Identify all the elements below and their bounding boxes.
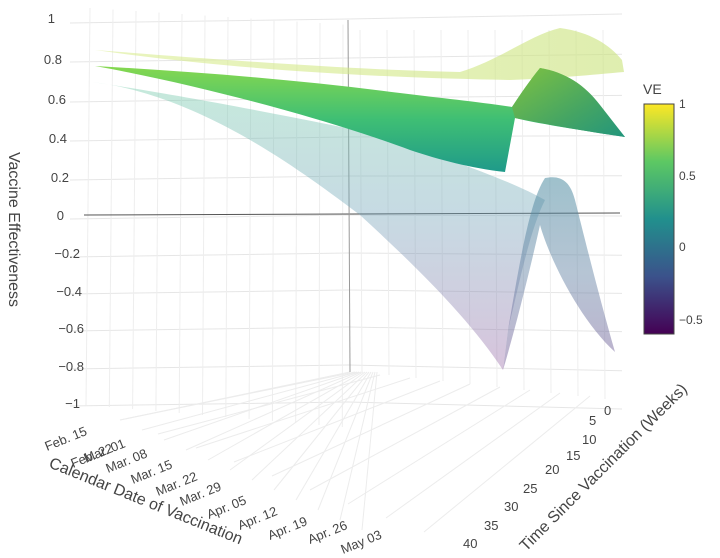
- z-axis-ticks: 1 0.8 0.6 0.4 0.2 0 −0.2 −0.4 −0.6 −0.8 …: [44, 11, 84, 411]
- colorbar: VE 1 0.5 0 −0.5: [643, 81, 703, 335]
- grid-line: [318, 22, 321, 426]
- z-tick: −0.8: [58, 359, 84, 374]
- grid-line: [233, 380, 441, 463]
- z-tick: −0.4: [56, 284, 82, 299]
- grid-line: [69, 401, 349, 407]
- z-tick: 0.2: [51, 170, 69, 185]
- colorbar-tick: 0.5: [679, 169, 696, 183]
- estimate-surface-side: [512, 68, 625, 137]
- grid-line: [195, 377, 411, 449]
- grid-line: [361, 371, 378, 531]
- grid-line: [85, 7, 91, 406]
- grid-line: [309, 386, 501, 491]
- y-axis-ticks: 0 5 10 15 20 25 30 35 40: [463, 403, 611, 551]
- grid-line: [317, 371, 374, 511]
- grid-line: [69, 214, 349, 220]
- z-tick: −0.6: [58, 321, 84, 336]
- colorbar-scale: [643, 103, 675, 335]
- y-tick: 40: [463, 536, 477, 551]
- z-tick: 1: [48, 11, 55, 26]
- grid-line: [108, 9, 114, 408]
- grid-line: [251, 371, 368, 481]
- z-tick: 0.6: [48, 92, 66, 107]
- surface-upper-bound: [95, 28, 624, 80]
- y-tick: 5: [589, 413, 596, 428]
- grid-line: [185, 371, 362, 451]
- z-tick: 0.8: [44, 52, 62, 67]
- grid-line: [602, 29, 606, 400]
- estimate-surface-top: [95, 66, 625, 172]
- colorbar-tick: −0.5: [679, 313, 703, 327]
- grid-line: [271, 383, 471, 477]
- x-tick: Feb. 15: [43, 423, 90, 453]
- y-tick: 15: [566, 448, 580, 463]
- grid-line: [69, 18, 349, 24]
- grid-line: [339, 371, 376, 521]
- y-tick: 30: [504, 499, 518, 514]
- colorbar-title: VE: [643, 81, 662, 97]
- grid-line: [69, 252, 349, 258]
- grid-line: [295, 371, 372, 501]
- lower-surface-side: [503, 177, 615, 370]
- surface-estimate: [95, 66, 625, 172]
- grid-line: [423, 395, 591, 533]
- grid-line: [132, 10, 137, 410]
- y-tick: 25: [523, 481, 537, 496]
- y-tick: 20: [545, 462, 559, 477]
- colorbar-tick: 1: [679, 97, 686, 111]
- grid-line: [141, 371, 358, 431]
- z-tick: −1: [65, 396, 80, 411]
- y-tick: 35: [484, 518, 498, 533]
- z-tick: 0: [57, 208, 64, 223]
- z-axis-title: Vaccine Effectiveness: [5, 152, 22, 307]
- colorbar-tick: 0: [679, 240, 686, 254]
- z-tick: 0.4: [49, 131, 67, 146]
- grid-line: [157, 374, 381, 435]
- grid-line: [229, 371, 366, 471]
- grid-line: [69, 175, 349, 181]
- grid-line: [69, 289, 349, 295]
- grid-line: [347, 13, 623, 20]
- grid-line: [385, 392, 561, 519]
- grid-line: [69, 364, 349, 370]
- y-tick: 0: [604, 403, 611, 418]
- z-tick: −0.2: [54, 246, 80, 261]
- grid-line: [347, 389, 531, 505]
- upper-surface: [95, 28, 624, 80]
- grid-line: [273, 371, 370, 491]
- y-tick: 10: [582, 432, 596, 447]
- grid-line: [69, 326, 349, 332]
- grid-line: [341, 24, 344, 428]
- grid-line: [155, 12, 160, 412]
- grid-line: [347, 364, 623, 372]
- grid-line: [119, 371, 351, 421]
